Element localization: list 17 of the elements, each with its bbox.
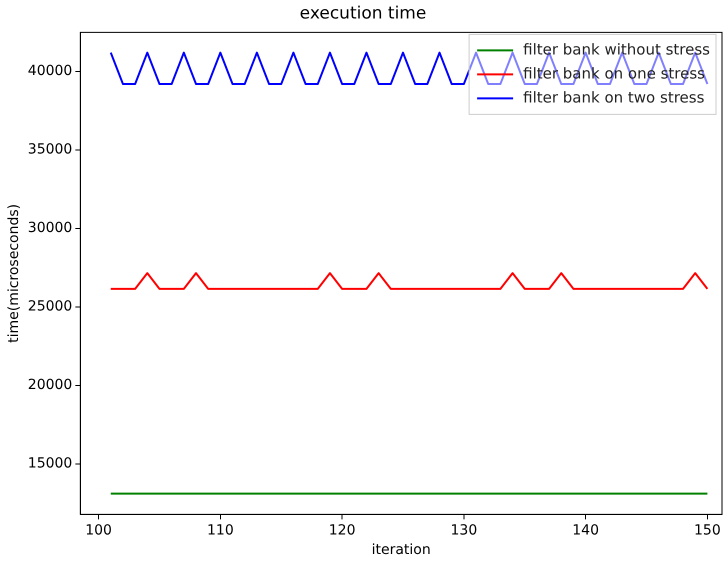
x-tick-label: 140 — [572, 522, 599, 538]
x-tick-label: 130 — [450, 522, 478, 538]
y-axis-title: time(microseconds) — [6, 204, 22, 343]
y-tick-label: 35000 — [28, 142, 72, 158]
legend-label: filter bank without stress — [523, 40, 710, 58]
y-tick-label: 40000 — [28, 63, 72, 80]
y-tick-label: 20000 — [28, 377, 72, 394]
y-tick-label: 25000 — [28, 298, 72, 315]
x-tick-label: 120 — [328, 522, 356, 538]
x-tick-label: 110 — [206, 522, 234, 538]
x-tick-label: 100 — [85, 522, 112, 538]
y-tick-label: 15000 — [28, 456, 72, 472]
x-axis-title: iteration — [372, 542, 431, 558]
legend-label: filter bank on two stress — [523, 88, 705, 106]
chart-title: execution time — [300, 4, 426, 24]
x-tick-label: 150 — [694, 522, 721, 538]
y-tick-label: 30000 — [28, 220, 72, 236]
